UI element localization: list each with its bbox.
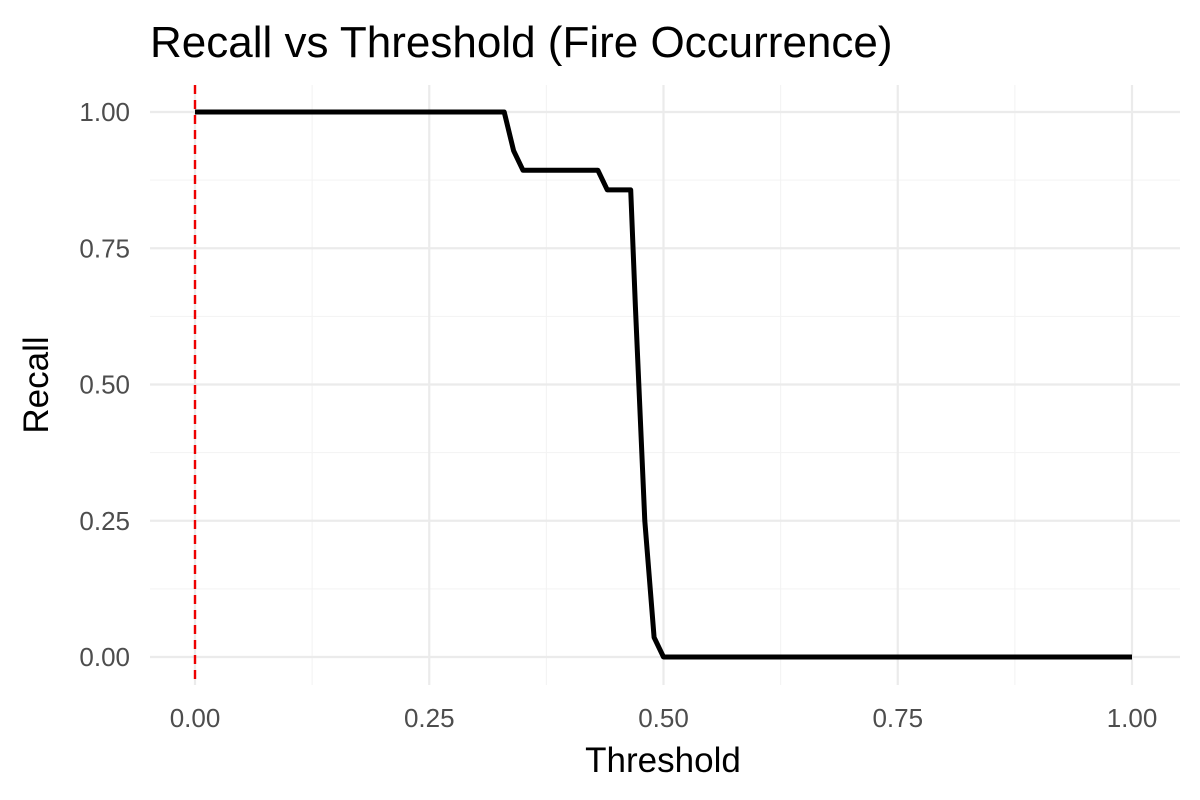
x-tick-label: 0.25 [404,703,455,733]
x-tick-label: 0.75 [872,703,923,733]
chart-title: Recall vs Threshold (Fire Occurrence) [150,18,893,67]
y-axis-title: Recall [17,336,56,433]
x-axis-title: Threshold [585,741,741,780]
y-tick-label: 1.00 [79,97,130,127]
x-tick-labels: 0.00 0.25 0.50 0.75 1.00 [170,703,1158,733]
y-tick-labels: 0.00 0.25 0.50 0.75 1.00 [79,97,130,672]
x-tick-label: 1.00 [1107,703,1158,733]
y-tick-label: 0.00 [79,642,130,672]
y-tick-label: 0.25 [79,506,130,536]
y-tick-label: 0.75 [79,233,130,263]
series-layer [195,109,1132,660]
minor-gridlines [150,85,1180,685]
recall-series-line [195,109,1132,660]
major-gridlines [150,85,1180,685]
x-tick-label: 0.50 [638,703,689,733]
y-tick-label: 0.50 [79,370,130,400]
x-tick-label: 0.00 [170,703,221,733]
